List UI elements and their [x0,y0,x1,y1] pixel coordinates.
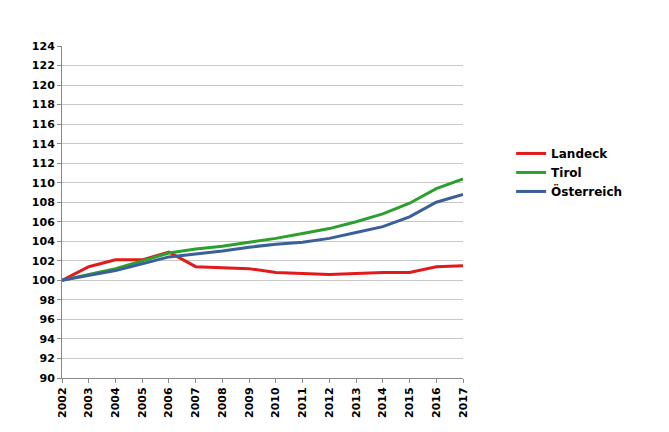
svg-text:116: 116 [32,118,55,131]
svg-text:122: 122 [32,59,55,72]
svg-text:2014: 2014 [376,387,389,418]
svg-text:2007: 2007 [189,387,202,418]
svg-text:102: 102 [32,255,55,268]
svg-text:120: 120 [32,79,55,92]
svg-text:2008: 2008 [216,387,229,418]
svg-text:2013: 2013 [350,387,363,418]
svg-text:2005: 2005 [136,387,149,418]
svg-text:118: 118 [32,98,55,111]
svg-text:2002: 2002 [56,387,69,418]
svg-text:106: 106 [32,216,55,229]
svg-text:2003: 2003 [82,387,95,418]
svg-text:2004: 2004 [109,387,122,418]
svg-text:Österreich: Österreich [551,184,622,199]
svg-text:2015: 2015 [403,387,416,418]
svg-text:90: 90 [39,372,55,385]
svg-text:2012: 2012 [323,387,336,418]
svg-text:96: 96 [39,313,55,326]
svg-text:92: 92 [39,352,54,365]
svg-text:94: 94 [39,333,55,346]
svg-text:108: 108 [32,196,55,209]
svg-text:98: 98 [39,294,54,307]
svg-text:2009: 2009 [243,387,256,418]
svg-text:2006: 2006 [163,387,176,418]
svg-text:2010: 2010 [269,387,282,418]
svg-text:114: 114 [32,138,55,151]
svg-text:2016: 2016 [430,387,443,418]
svg-text:Landeck: Landeck [551,147,608,161]
svg-text:110: 110 [32,177,55,190]
svg-text:2017: 2017 [457,387,470,418]
svg-text:100: 100 [32,274,55,287]
svg-text:124: 124 [32,40,55,53]
svg-text:104: 104 [32,235,55,248]
svg-text:112: 112 [32,157,55,170]
svg-text:Tirol: Tirol [551,166,582,180]
svg-text:2011: 2011 [296,387,309,418]
